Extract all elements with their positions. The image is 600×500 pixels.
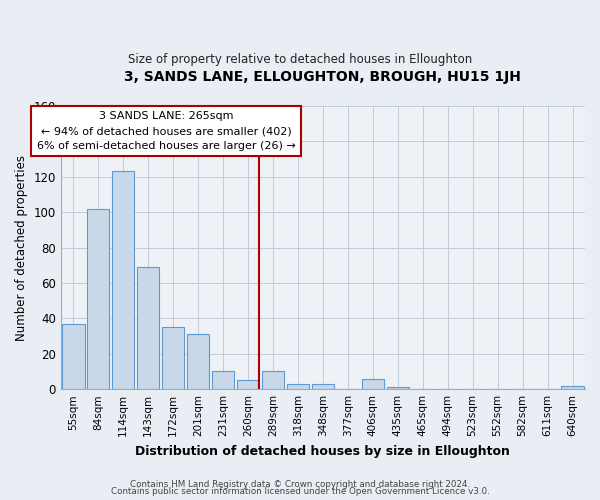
Bar — [262, 372, 284, 389]
Bar — [362, 378, 384, 389]
Text: Size of property relative to detached houses in Elloughton: Size of property relative to detached ho… — [128, 52, 472, 66]
Bar — [386, 388, 409, 389]
Bar — [112, 172, 134, 389]
Bar — [237, 380, 259, 389]
Bar — [212, 372, 234, 389]
Text: Contains HM Land Registry data © Crown copyright and database right 2024.: Contains HM Land Registry data © Crown c… — [130, 480, 470, 489]
Bar — [62, 324, 85, 389]
Bar — [87, 208, 109, 389]
Title: 3, SANDS LANE, ELLOUGHTON, BROUGH, HU15 1JH: 3, SANDS LANE, ELLOUGHTON, BROUGH, HU15 … — [124, 70, 521, 84]
Text: 3 SANDS LANE: 265sqm
← 94% of detached houses are smaller (402)
6% of semi-detac: 3 SANDS LANE: 265sqm ← 94% of detached h… — [37, 112, 296, 151]
Bar — [137, 267, 160, 389]
X-axis label: Distribution of detached houses by size in Elloughton: Distribution of detached houses by size … — [136, 444, 511, 458]
Text: Contains public sector information licensed under the Open Government Licence v3: Contains public sector information licen… — [110, 488, 490, 496]
Y-axis label: Number of detached properties: Number of detached properties — [15, 154, 28, 340]
Bar — [162, 327, 184, 389]
Bar — [311, 384, 334, 389]
Bar — [287, 384, 309, 389]
Bar — [187, 334, 209, 389]
Bar — [561, 386, 584, 389]
